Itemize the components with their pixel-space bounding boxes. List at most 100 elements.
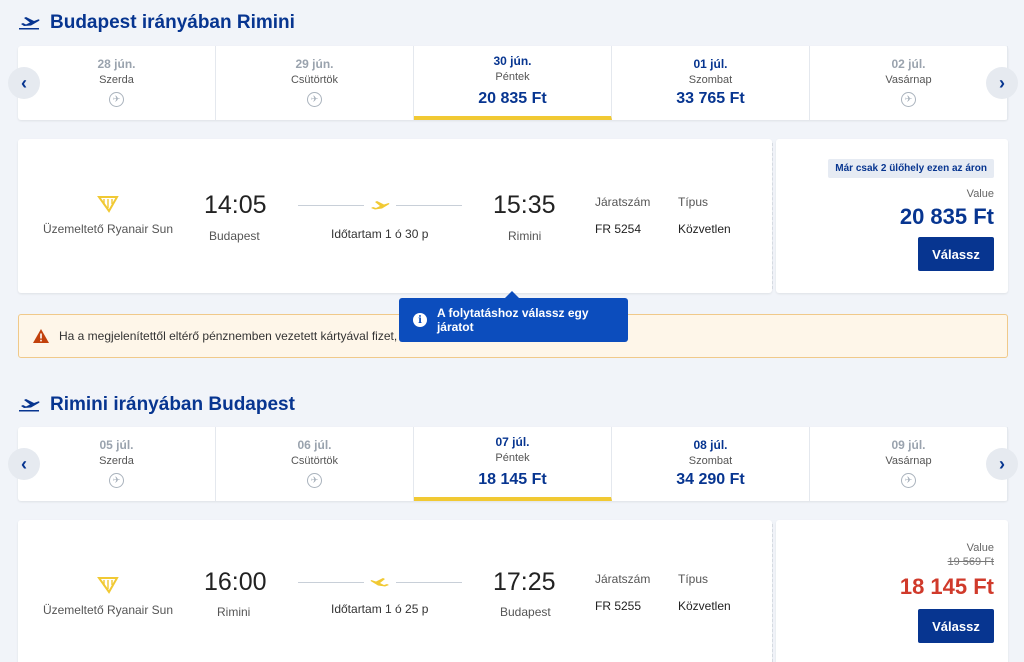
- outbound-prev-dates-button[interactable]: ‹: [8, 67, 40, 99]
- outbound-date-2[interactable]: 29 jún. Csütörtök ✈: [216, 46, 414, 120]
- no-flight-icon: ✈: [307, 473, 322, 488]
- arrival-city: Rimini: [508, 229, 542, 243]
- inbound-prev-dates-button[interactable]: ‹: [8, 448, 40, 480]
- date-label: 06 júl.: [297, 438, 332, 452]
- route-line-left: [298, 582, 364, 583]
- flight-number-label: Járatszám: [595, 195, 651, 209]
- no-flight-icon: ✈: [307, 92, 322, 107]
- tooltip-text: A folytatáshoz válassz egy járatot: [436, 306, 589, 334]
- no-flight-icon: ✈: [109, 92, 124, 107]
- arrival-time: 15:35: [493, 191, 556, 219]
- date-label: 30 jún.: [493, 54, 532, 68]
- outbound-flight-card: Üzemeltető Ryanair Sun 14:05 Budapest Id…: [18, 139, 1008, 293]
- flight-details[interactable]: Üzemeltető Ryanair Sun 14:05 Budapest Id…: [18, 139, 772, 293]
- outbound-title: Budapest irányában Rimini: [50, 12, 295, 33]
- departure-city: Rimini: [217, 605, 251, 619]
- no-flight-icon: ✈: [109, 473, 124, 488]
- inbound-date-3[interactable]: 07 júl. Péntek 18 145 Ft: [414, 427, 612, 501]
- no-flight-icon: ✈: [901, 473, 916, 488]
- select-flight-button[interactable]: Válassz: [918, 609, 994, 643]
- inbound-header: Rimini irányában Budapest: [18, 394, 295, 416]
- flight-number: FR 5254: [595, 222, 642, 236]
- weekday-label: Péntek: [495, 452, 530, 464]
- value-label: Value: [966, 188, 994, 200]
- flight-type-label: Típus: [678, 195, 709, 209]
- date-label: 08 júl.: [693, 438, 728, 452]
- outbound-date-5[interactable]: 02 júl. Vasárnap ✈: [810, 46, 1008, 120]
- weekday-label: Vasárnap: [885, 455, 932, 467]
- route-line-left: [298, 205, 364, 206]
- flight-duration: Időtartam 1 ó 30 p: [331, 227, 429, 241]
- flight-details[interactable]: Üzemeltető Ryanair Sun 16:00 Rimini Időt…: [18, 520, 772, 662]
- inbound-flight-card: Üzemeltető Ryanair Sun 16:00 Rimini Időt…: [18, 520, 1008, 662]
- outbound-date-selector: ‹ 28 jún. Szerda ✈ 29 jún. Csütörtök ✈ 3…: [8, 46, 1018, 120]
- date-label: 02 júl.: [891, 57, 926, 71]
- flight-duration: Időtartam 1 ó 25 p: [331, 602, 429, 616]
- no-flight-icon: ✈: [901, 92, 916, 107]
- flight-type: Közvetlen: [678, 599, 731, 613]
- inbound-date-4[interactable]: 08 júl. Szombat 34 290 Ft: [612, 427, 810, 501]
- operator: Üzemeltető Ryanair Sun: [38, 576, 178, 617]
- operator: Üzemeltető Ryanair Sun: [38, 195, 178, 236]
- departure-time: 16:00: [204, 568, 267, 596]
- departure-time: 14:05: [204, 191, 267, 219]
- weekday-label: Csütörtök: [290, 455, 339, 467]
- select-flight-button[interactable]: Válassz: [918, 237, 994, 271]
- departure-plane-icon: [19, 399, 40, 412]
- weekday-label: Csütörtök: [290, 74, 339, 86]
- info-icon: i: [413, 313, 427, 327]
- inbound-date-selector: ‹ 05 júl. Szerda ✈ 06 júl. Csütörtök ✈ 0…: [8, 427, 1018, 501]
- date-price: 34 290 Ft: [676, 471, 745, 488]
- seats-left-badge: Már csak 2 ülőhely ezen az áron: [828, 159, 994, 178]
- flight-type: Közvetlen: [678, 222, 731, 236]
- outbound-date-4[interactable]: 01 júl. Szombat 33 765 Ft: [612, 46, 810, 120]
- card-divider: [772, 143, 776, 289]
- flight-type-label: Típus: [678, 572, 709, 586]
- route-line-right: [396, 582, 462, 583]
- fare-panel: Már csak 2 ülőhely ezen az áron Value 20…: [776, 139, 1008, 293]
- weekday-label: Vasárnap: [885, 74, 932, 86]
- departure-city: Budapest: [209, 229, 260, 243]
- fare-price: 20 835 Ft: [899, 204, 994, 229]
- outbound-date-1[interactable]: 28 jún. Szerda ✈: [18, 46, 216, 120]
- inbound-title: Rimini irányában Budapest: [50, 394, 295, 415]
- inbound-date-5[interactable]: 09 júl. Vasárnap ✈: [810, 427, 1008, 501]
- date-price: 18 145 Ft: [478, 471, 547, 488]
- select-flight-tooltip: i A folytatáshoz válassz egy járatot: [399, 291, 628, 342]
- date-label: 28 jún.: [97, 57, 136, 71]
- plane-icon: [370, 578, 389, 587]
- weekday-label: Péntek: [495, 71, 530, 83]
- arrival-time: 17:25: [493, 568, 556, 596]
- warning-icon: [33, 329, 49, 343]
- operator-name: Üzemeltető Ryanair Sun: [42, 222, 174, 236]
- date-label: 01 júl.: [693, 57, 728, 71]
- weekday-label: Szerda: [99, 74, 134, 86]
- route-line-right: [396, 205, 462, 206]
- inbound-next-dates-button[interactable]: ›: [986, 448, 1018, 480]
- date-label: 07 júl.: [495, 435, 530, 449]
- weekday-label: Szombat: [688, 455, 733, 467]
- arrival-city: Budapest: [500, 605, 551, 619]
- operator-name: Üzemeltető Ryanair Sun: [42, 603, 174, 617]
- plane-icon: [371, 201, 390, 210]
- departure-plane-icon: [19, 17, 40, 30]
- inbound-date-1[interactable]: 05 júl. Szerda ✈: [18, 427, 216, 501]
- date-label: 05 júl.: [99, 438, 134, 452]
- flight-number: FR 5255: [595, 599, 642, 613]
- weekday-label: Szombat: [688, 74, 733, 86]
- date-label: 09 júl.: [891, 438, 926, 452]
- fare-price: 18 145 Ft: [899, 574, 994, 599]
- inbound-date-2[interactable]: 06 júl. Csütörtök ✈: [216, 427, 414, 501]
- date-price: 20 835 Ft: [478, 90, 547, 107]
- original-price: 19 569 Ft: [947, 556, 994, 568]
- warning-text: Ha a megjelenítettől eltérő pénznemben v…: [59, 329, 408, 343]
- date-label: 29 jún.: [295, 57, 334, 71]
- fare-panel: Value 19 569 Ft 18 145 Ft Válassz: [776, 520, 1008, 662]
- flight-number-label: Járatszám: [595, 572, 651, 586]
- value-label: Value: [966, 542, 994, 554]
- outbound-header: Budapest irányában Rimini: [18, 12, 295, 34]
- weekday-label: Szerda: [99, 455, 134, 467]
- outbound-next-dates-button[interactable]: ›: [986, 67, 1018, 99]
- outbound-date-3[interactable]: 30 jún. Péntek 20 835 Ft: [414, 46, 612, 120]
- date-price: 33 765 Ft: [676, 90, 745, 107]
